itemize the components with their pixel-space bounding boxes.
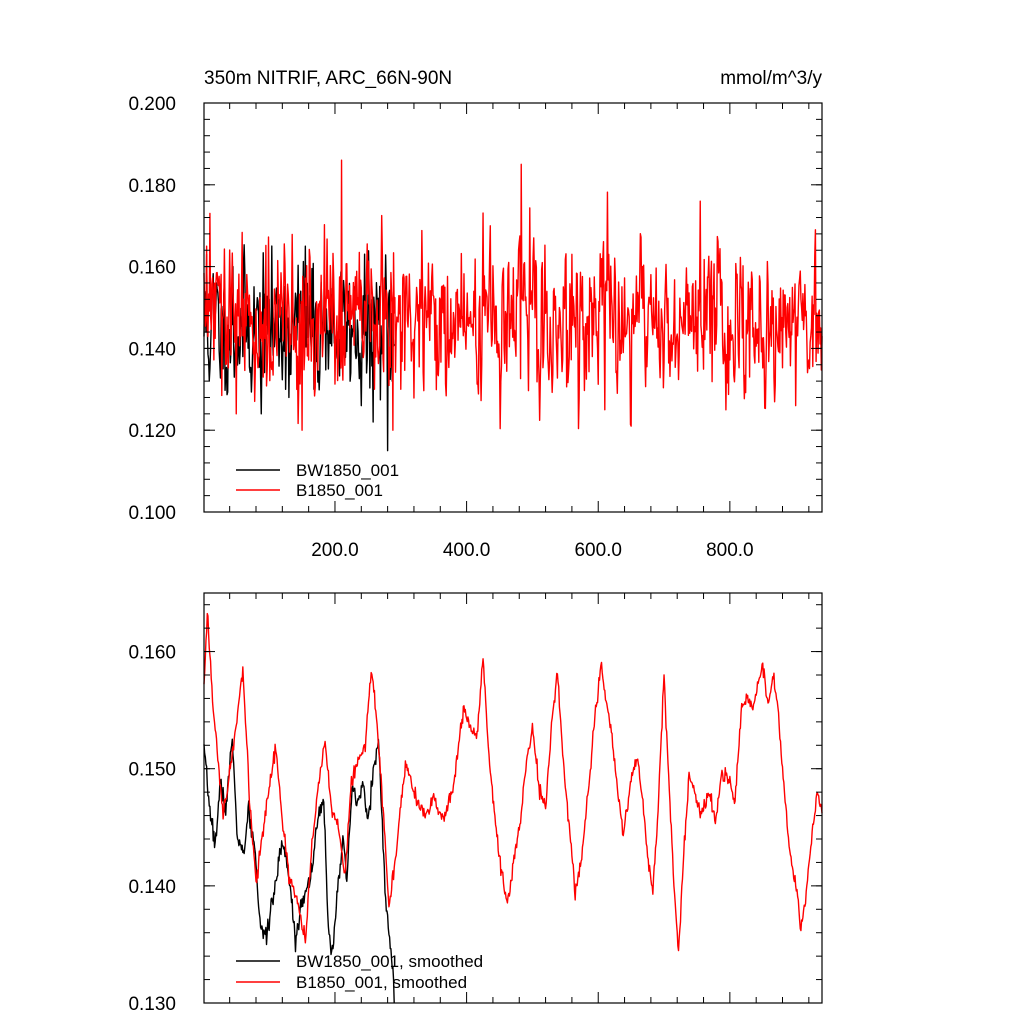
top-series-line-1 bbox=[203, 159, 823, 431]
top-x-tick-label: 600.0 bbox=[574, 540, 622, 561]
top-y-tick-label: 0.180 bbox=[128, 176, 176, 197]
top-y-tick-label: 0.100 bbox=[128, 503, 176, 524]
bottom-plot-frame bbox=[203, 592, 823, 1004]
top-plot-frame bbox=[203, 102, 823, 513]
bottom-ticks-group: 0.160 0.150 0.140 0.130 bbox=[128, 593, 822, 1015]
legend-label-bw1850-smoothed: BW1850_001, smoothed bbox=[296, 952, 483, 971]
units-label: mmol/m^3/y bbox=[720, 68, 822, 89]
top-x-tick-label: 400.0 bbox=[443, 540, 491, 561]
top-x-tick-label: 800.0 bbox=[706, 540, 754, 561]
bottom-series-group bbox=[203, 612, 823, 1004]
bottom-y-tick-label: 0.140 bbox=[128, 877, 176, 898]
bottom-legend: BW1850_001, smoothed B1850_001, smoothed bbox=[236, 952, 483, 992]
bottom-y-tick-label: 0.150 bbox=[128, 760, 176, 781]
bottom-series-line-1 bbox=[203, 612, 823, 952]
top-y-tick-label: 0.120 bbox=[128, 421, 176, 442]
legend-label-b1850-smoothed: B1850_001, smoothed bbox=[296, 973, 467, 992]
top-panel: 350m NITRIF, ARC_66N-90N mmol/m^3/y 0.20… bbox=[128, 68, 823, 561]
top-y-tick-label: 0.160 bbox=[128, 258, 176, 279]
bottom-panel: 0.160 0.150 0.140 0.130 BW1850_001, smoothe… bbox=[128, 592, 823, 1015]
top-legend: BW1850_001 B1850_001 bbox=[236, 461, 399, 500]
legend-label-bw1850: BW1850_001 bbox=[296, 461, 399, 480]
bottom-y-tick-label: 0.160 bbox=[128, 643, 176, 664]
top-y-tick-label: 0.140 bbox=[128, 339, 176, 360]
chart-title: 350m NITRIF, ARC_66N-90N bbox=[204, 68, 452, 89]
top-x-tick-label: 200.0 bbox=[311, 540, 359, 561]
top-ticks-group: 0.200 0.180 0.160 0.140 0.120 0.100 200.0 400.0… bbox=[128, 94, 822, 561]
bottom-series-line-0 bbox=[203, 738, 395, 1004]
legend-label-b1850: B1850_001 bbox=[296, 481, 383, 500]
top-y-tick-label: 0.200 bbox=[128, 94, 176, 115]
top-series-group bbox=[203, 159, 823, 452]
bottom-y-tick-label: 0.130 bbox=[128, 994, 176, 1015]
